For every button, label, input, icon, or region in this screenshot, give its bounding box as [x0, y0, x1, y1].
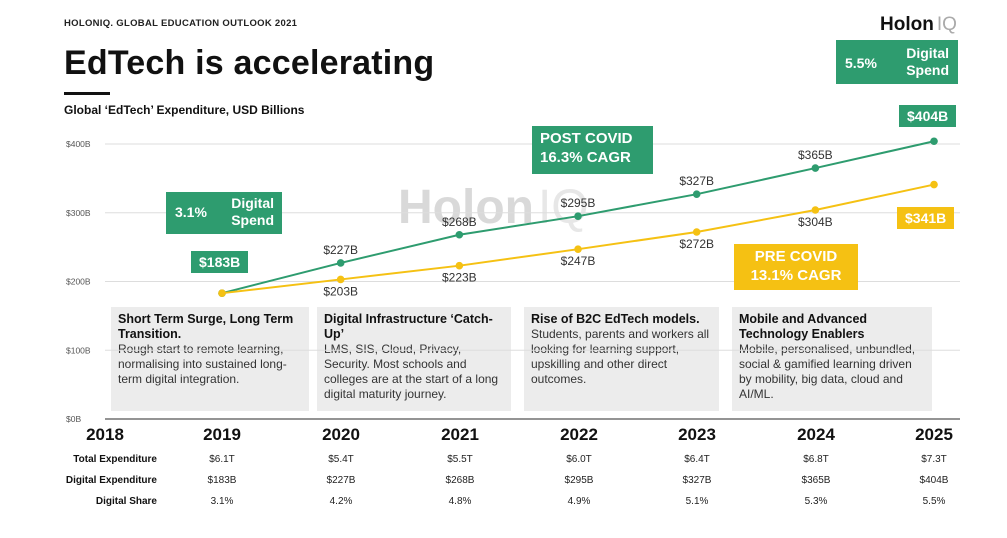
year-label: 2020	[322, 425, 360, 444]
table-cell: 4.2%	[329, 496, 353, 507]
tag-percent: 3.1%	[175, 204, 207, 220]
table-cell: $365B	[801, 475, 831, 486]
table-cell: 4.8%	[448, 496, 472, 507]
end-yellow-value-tag: $341B	[897, 207, 955, 229]
table-cell: $6.1T	[209, 454, 235, 465]
table-cell: $6.4T	[684, 454, 710, 465]
table-cell: $227B	[326, 475, 356, 486]
y-tick-label: $200B	[66, 277, 91, 287]
year-label: 2021	[441, 425, 479, 444]
digital-spend-point	[336, 259, 345, 267]
table-cell: 5.3%	[804, 496, 828, 507]
year-label: 2025	[915, 425, 953, 444]
y-tick-label: $0B	[66, 414, 81, 424]
watermark-logo: HolonIQ	[398, 180, 589, 235]
data-label: $227B	[323, 243, 358, 257]
table-cell: $5.4T	[328, 454, 354, 465]
table-cell: $268B	[445, 475, 475, 486]
pre-covid-point	[930, 180, 938, 189]
phase-panel-1: Short Term Surge, Long Term Transition. …	[111, 307, 309, 411]
digital-spend-point	[692, 190, 701, 198]
data-label: $272B	[679, 237, 714, 251]
digital-spend-point	[455, 230, 464, 239]
table-cell: $6.0T	[566, 454, 592, 465]
year-label: 2019	[203, 425, 241, 444]
table-cell: $183B	[207, 475, 237, 486]
phase-text: Students, parents and workers all lookin…	[531, 327, 710, 386]
table-cell: 5.5%	[922, 496, 946, 507]
table-cell: 3.1%	[210, 496, 234, 507]
table-cell: $404B	[919, 475, 949, 486]
digital-spend-2019-tag: 3.1% Digital Spend	[166, 192, 282, 234]
pre-covid-point	[574, 245, 582, 253]
pre-covid-point	[455, 261, 464, 270]
table-cell: $7.3T	[921, 454, 947, 465]
table-cell: $295B	[564, 475, 594, 486]
logo-text: Holon	[880, 14, 934, 35]
data-label: $365B	[798, 148, 833, 162]
y-tick-label: $300B	[66, 208, 91, 218]
year-label: 2022	[560, 425, 598, 444]
phase-text: Mobile, personalised, unbundled, social …	[739, 342, 916, 401]
y-tick-label: $100B	[66, 345, 91, 355]
year-label: 2018	[86, 425, 124, 444]
holoniq-logo: Holon IQ	[880, 14, 957, 36]
title-underline	[64, 92, 110, 95]
digital-spend-point	[574, 212, 582, 220]
digital-spend-point	[811, 164, 820, 172]
phase-title: Short Term Surge, Long Term Transition.	[118, 312, 294, 341]
digital-spend-point	[930, 137, 938, 146]
year-label: 2024	[797, 425, 835, 444]
header-kicker: HOLONIQ. GLOBAL EDUCATION OUTLOOK 2021	[64, 18, 298, 29]
phase-title: Digital Infrastructure ‘Catch-Up’	[324, 312, 493, 341]
start-value-tag: $183B	[191, 251, 249, 273]
data-label: $304B	[798, 215, 833, 229]
data-label: $247B	[561, 254, 596, 268]
watermark-suffix: IQ	[537, 181, 589, 234]
table-cell: 4.9%	[567, 496, 591, 507]
table-row-label: Total Expenditure	[73, 454, 157, 465]
chart-subtitle: Global ‘EdTech’ Expenditure, USD Billion…	[64, 103, 305, 117]
pre-covid-cagr-tag: PRE COVID 13.1% CAGR	[734, 244, 858, 290]
phase-text: Rough start to remote learning, normalis…	[118, 342, 287, 386]
table-row-label: Digital Share	[95, 496, 157, 507]
phase-title: Mobile and Advanced Technology Enablers	[739, 312, 868, 341]
tag-text: Digital Spend	[231, 195, 274, 228]
pre-covid-point	[336, 275, 345, 284]
pre-covid-point	[218, 289, 226, 297]
data-label: $327B	[679, 174, 714, 188]
table-cell: $327B	[682, 475, 712, 486]
table-cell: $5.5T	[447, 454, 473, 465]
y-tick-label: $400B	[66, 139, 91, 149]
watermark-text: Holon	[398, 181, 534, 234]
data-label: $268B	[442, 215, 477, 229]
digital-spend-2025-tag: 5.5% Digital Spend	[836, 40, 958, 84]
phase-title: Rise of B2C EdTech models.	[531, 312, 700, 326]
phase-panel-4: Mobile and Advanced Technology Enablers …	[732, 307, 932, 411]
page-title: EdTech is accelerating	[64, 44, 435, 82]
pre-covid-point	[692, 228, 701, 236]
table-row-label: Digital Expenditure	[65, 475, 157, 486]
end-green-value-tag: $404B	[899, 105, 957, 127]
data-label: $203B	[323, 284, 358, 298]
logo-suffix: IQ	[936, 14, 957, 35]
phase-panel-3: Rise of B2C EdTech models. Students, par…	[524, 307, 719, 411]
phase-text: LMS, SIS, Cloud, Privacy, Security. Most…	[324, 342, 499, 401]
data-label: $223B	[442, 271, 477, 285]
year-label: 2023	[678, 425, 716, 444]
post-covid-cagr-tag: POST COVID 16.3% CAGR	[532, 126, 653, 174]
pre-covid-point	[811, 206, 820, 214]
tag-text: Digital Spend	[906, 45, 949, 78]
tag-percent: 5.5%	[845, 55, 877, 71]
table-cell: $6.8T	[803, 454, 829, 465]
phase-panel-2: Digital Infrastructure ‘Catch-Up’ LMS, S…	[317, 307, 511, 411]
table-cell: 5.1%	[685, 496, 709, 507]
data-label: $295B	[561, 196, 596, 210]
